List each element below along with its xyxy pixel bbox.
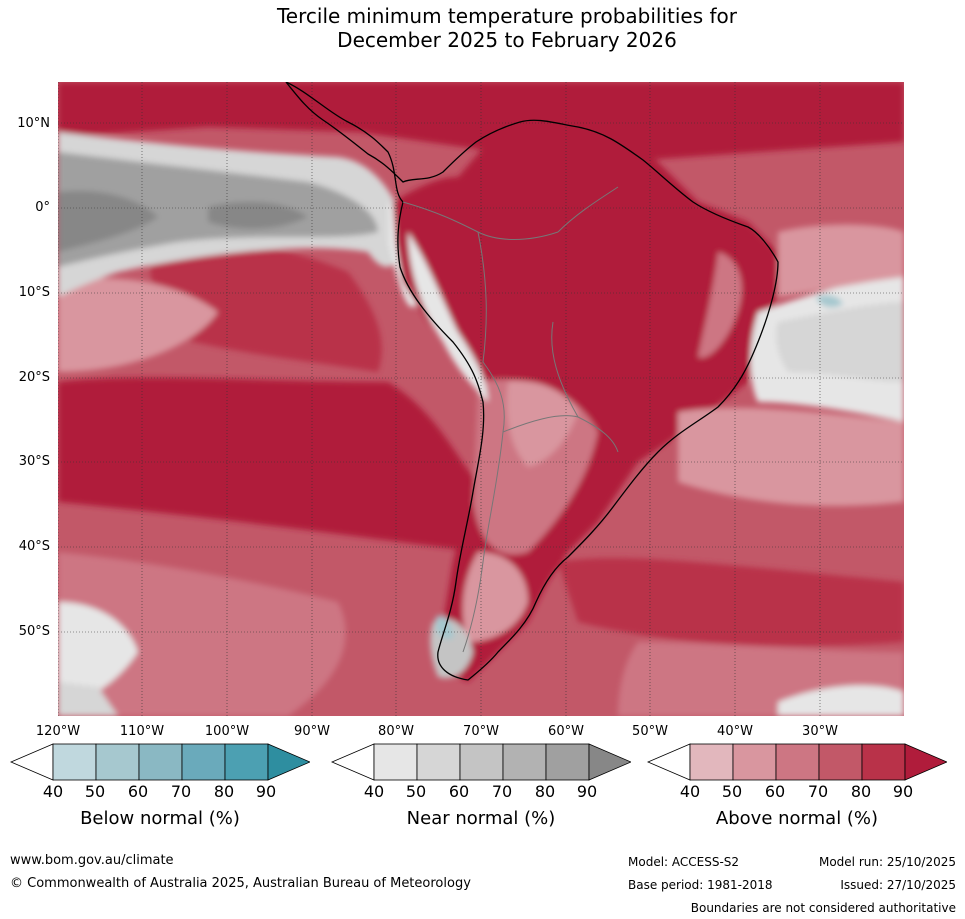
above-tick-80: 80 <box>850 782 872 801</box>
footer-base-period: Base period: 1981-2018 <box>628 878 773 892</box>
lon-label-70w: 70°W <box>463 724 499 739</box>
footer-url: www.bom.gov.au/climate <box>10 853 174 868</box>
title-line-2: December 2025 to February 2026 <box>337 28 677 52</box>
above-colorbar-high-arrow <box>904 743 949 781</box>
colorbar-near <box>329 742 633 788</box>
near-tick-60: 60 <box>448 782 470 801</box>
near-colorbar-segment <box>502 743 547 781</box>
lon-label-40w: 40°W <box>717 724 753 739</box>
colorbar-below-label: Below normal (%) <box>80 808 240 829</box>
colorbar-below <box>8 742 312 788</box>
lat-label-10s: 10°S <box>18 285 50 300</box>
above-tick-70: 70 <box>807 782 829 801</box>
below-tick-70: 70 <box>170 782 192 801</box>
probability-map <box>58 82 904 716</box>
lat-label-20s: 20°S <box>18 370 50 385</box>
map-svg <box>58 82 904 716</box>
lat-label-40s: 40°S <box>18 539 50 554</box>
lon-label-30w: 30°W <box>802 724 838 739</box>
above-colorbar-segment <box>818 743 863 781</box>
graticule <box>58 82 904 716</box>
lat-label-10n: 10°N <box>17 116 50 131</box>
above-tick-40: 40 <box>679 782 701 801</box>
lon-label-60w: 60°W <box>548 724 584 739</box>
footer-issued: Issued: 27/10/2025 <box>840 878 956 892</box>
footer-model: Model: ACCESS-S2 <box>628 855 740 869</box>
footer-disclaimer: Boundaries are not considered authoritat… <box>690 901 956 915</box>
lat-label-0: 0° <box>35 200 50 215</box>
near-tick-40: 40 <box>363 782 385 801</box>
near-tick-80: 80 <box>534 782 556 801</box>
below-tick-40: 40 <box>42 782 64 801</box>
near-colorbar-segment <box>459 743 504 781</box>
map-title: Tercile minimum temperature probabilitie… <box>58 4 956 52</box>
below-colorbar-low-arrow <box>9 743 54 781</box>
lon-label-90w: 90°W <box>294 724 330 739</box>
below-colorbar-segment <box>224 743 269 781</box>
colorbar-above-label: Above normal (%) <box>715 808 879 829</box>
coastline <box>285 82 779 681</box>
colorbar-above <box>645 742 949 788</box>
lon-label-110w: 110°W <box>119 724 165 739</box>
colorbar-near-label: Near normal (%) <box>406 808 556 829</box>
below-colorbar-segment <box>95 743 140 781</box>
lon-label-100w: 100°W <box>204 724 250 739</box>
above-tick-50: 50 <box>721 782 743 801</box>
footer-copyright: © Commonwealth of Australia 2025, Austra… <box>10 876 471 891</box>
below-tick-60: 60 <box>127 782 149 801</box>
below-tick-80: 80 <box>213 782 235 801</box>
colorbar-below-svg <box>9 743 312 781</box>
below-colorbar-segment <box>181 743 226 781</box>
near-tick-90: 90 <box>576 782 598 801</box>
lat-label-30s: 30°S <box>18 454 50 469</box>
near-tick-50: 50 <box>405 782 427 801</box>
lon-label-80w: 80°W <box>378 724 414 739</box>
country-borders <box>402 186 619 653</box>
title-line-1: Tercile minimum temperature probabilitie… <box>276 4 738 28</box>
below-colorbar-segment <box>52 743 97 781</box>
lon-label-50w: 50°W <box>632 724 668 739</box>
above-colorbar-low-arrow <box>646 743 691 781</box>
near-colorbar-low-arrow <box>330 743 375 781</box>
near-colorbar-high-arrow <box>588 743 633 781</box>
shading-layer <box>58 82 904 716</box>
above-tick-60: 60 <box>764 782 786 801</box>
near-colorbar-segment <box>545 743 590 781</box>
below-colorbar-high-arrow <box>267 743 312 781</box>
colorbar-near-svg <box>330 743 633 781</box>
above-colorbar-segment <box>689 743 734 781</box>
above-colorbar-segment <box>732 743 777 781</box>
above-tick-90: 90 <box>892 782 914 801</box>
lat-label-50s: 50°S <box>18 624 50 639</box>
below-tick-90: 90 <box>255 782 277 801</box>
above-colorbar-segment <box>775 743 820 781</box>
above-colorbar-segment <box>861 743 906 781</box>
near-colorbar-segment <box>373 743 418 781</box>
colorbar-above-svg <box>646 743 949 781</box>
footer-model-run: Model run: 25/10/2025 <box>818 855 956 869</box>
near-tick-70: 70 <box>491 782 513 801</box>
lon-label-120w: 120°W <box>35 724 81 739</box>
below-tick-50: 50 <box>84 782 106 801</box>
near-colorbar-segment <box>416 743 461 781</box>
below-colorbar-segment <box>138 743 183 781</box>
